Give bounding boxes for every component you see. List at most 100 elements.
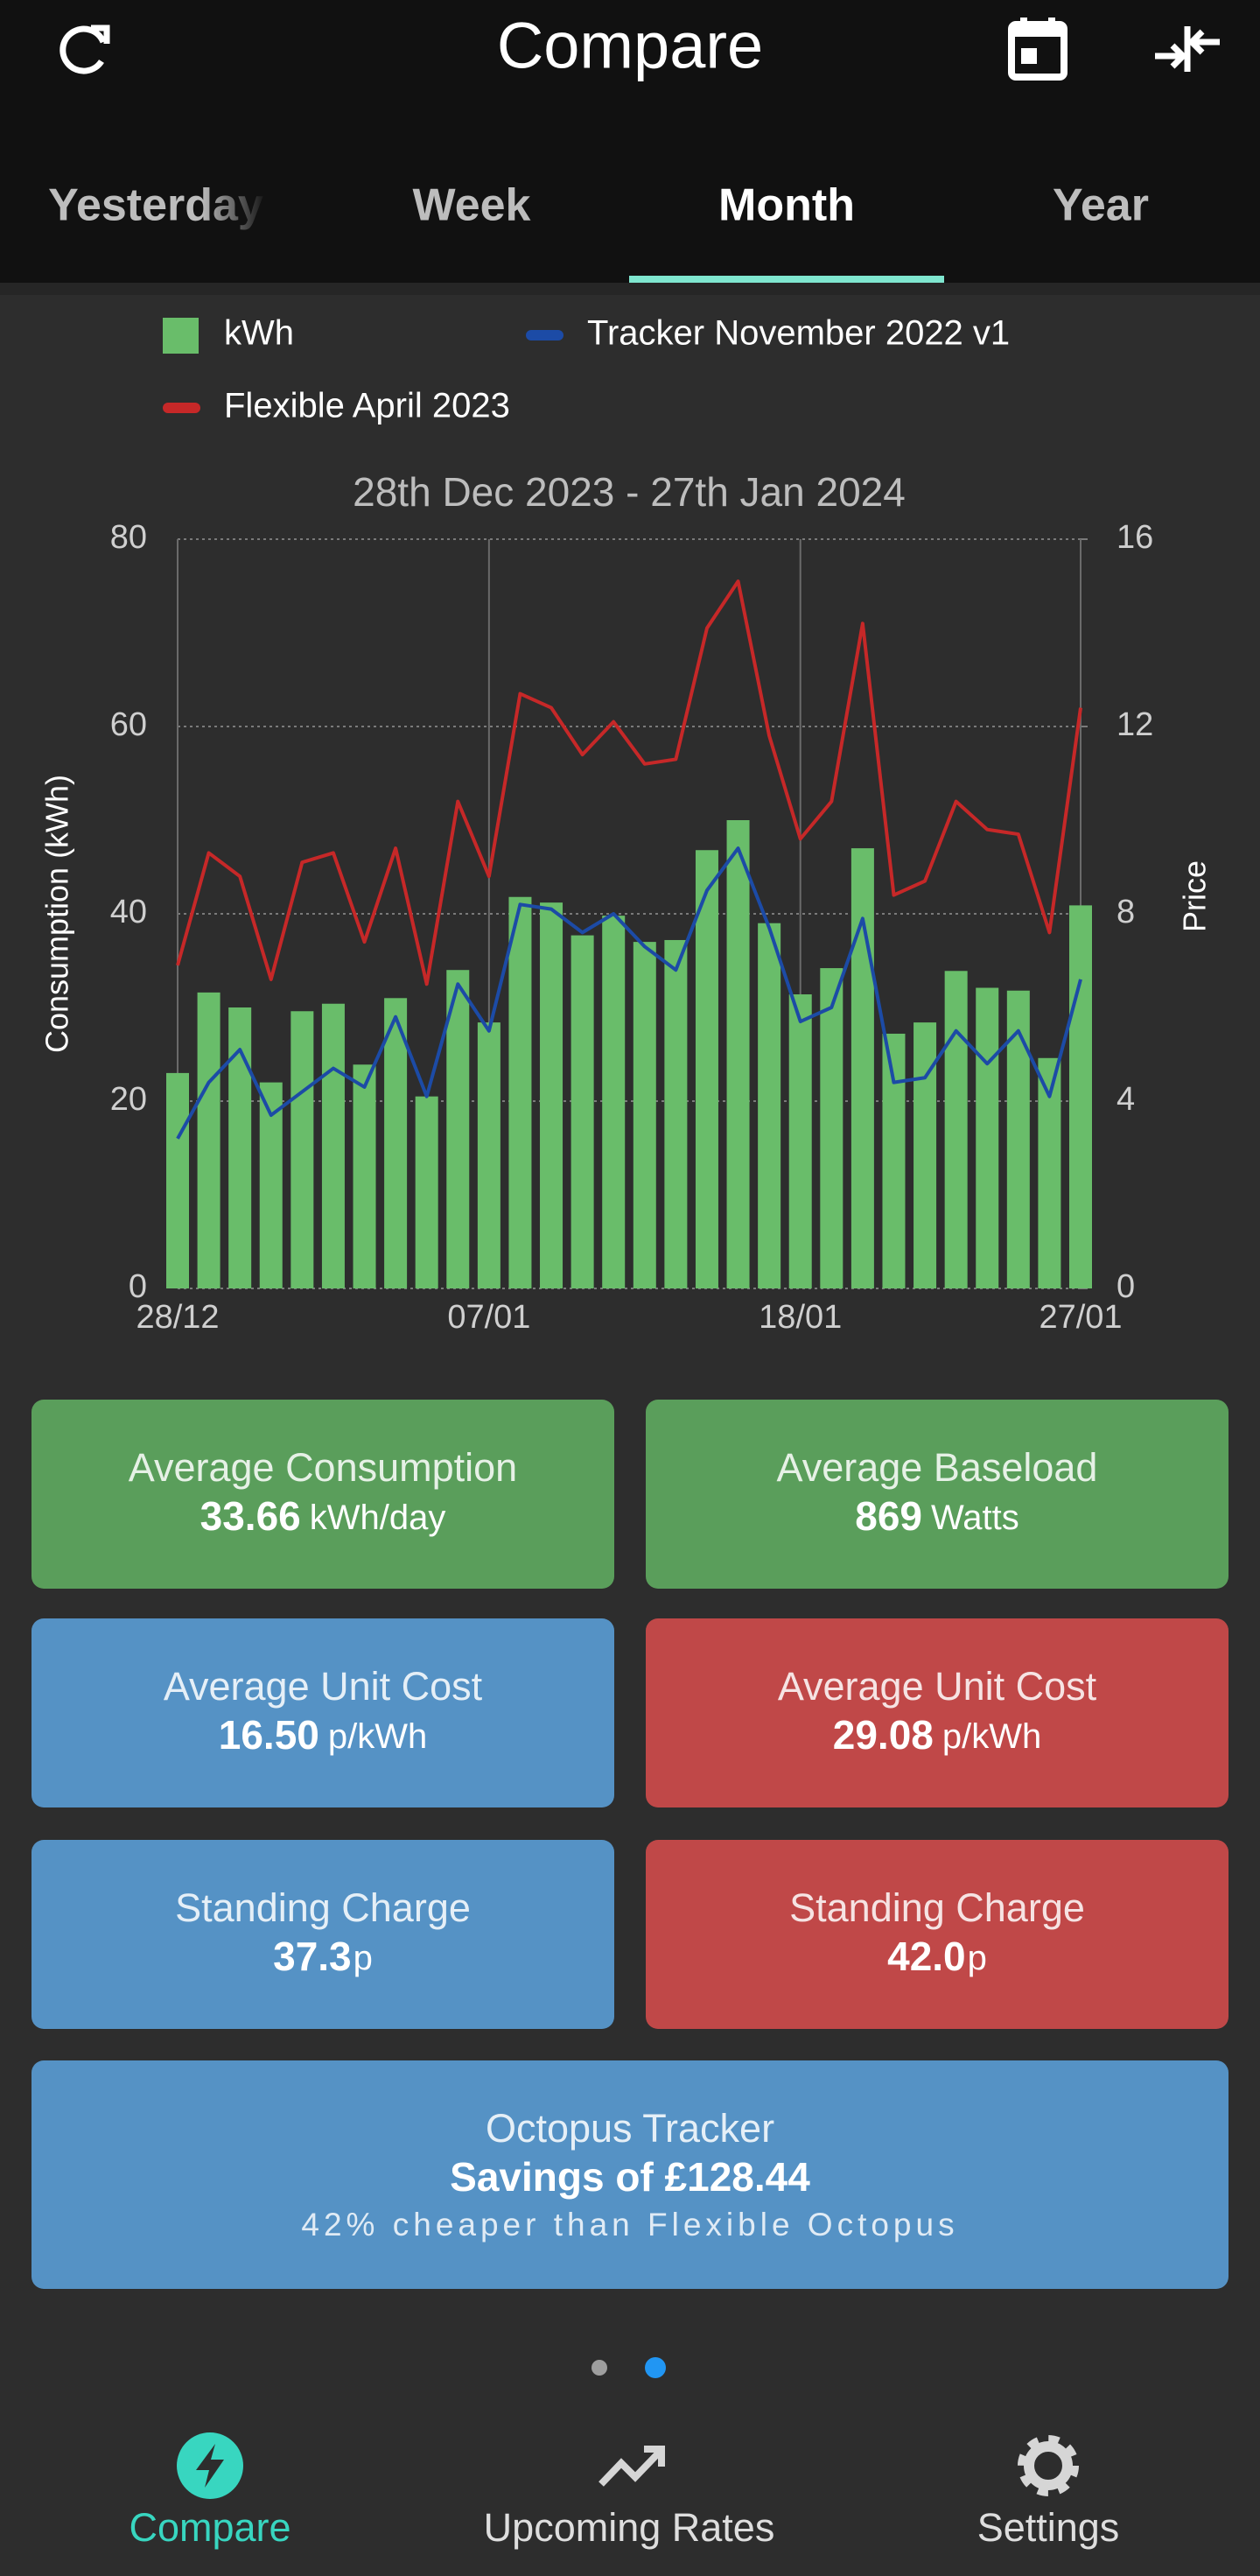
arrow-right-icon: [1155, 43, 1187, 69]
card-label: Average Baseload: [777, 1445, 1098, 1490]
tab[interactable]: Yesterday: [48, 180, 263, 231]
summary-note: 42% cheaper than Flexible Octopus: [301, 2207, 958, 2243]
pager-dot-active[interactable]: [645, 2357, 666, 2378]
bar: [384, 998, 408, 1288]
bar: [758, 923, 781, 1288]
tab[interactable]: Week: [413, 180, 531, 231]
y-axis-label: Consumption (kWh): [39, 775, 75, 1053]
stat-card: [646, 1618, 1228, 1807]
card-label: Standing Charge: [789, 1885, 1085, 1930]
card-value-line: 42.0p: [887, 1934, 987, 1979]
card-unit: p/kWh: [328, 1717, 427, 1756]
card-value-line: 37.3p: [273, 1934, 373, 1979]
refresh-arrow: [91, 25, 110, 44]
card-label: Average Consumption: [129, 1445, 517, 1490]
stat-card: [646, 1400, 1228, 1589]
x-tick-label: 28/12: [136, 1299, 219, 1336]
stat-card: [32, 1840, 614, 2029]
chart-subtitle: 28th Dec 2023 - 27th Jan 2024: [353, 469, 906, 515]
card-value: 869: [855, 1493, 922, 1539]
tab[interactable]: Month: [718, 180, 855, 231]
bar: [353, 1064, 376, 1288]
card-label: Average Unit Cost: [164, 1664, 483, 1709]
legend-label: kWh: [224, 314, 294, 353]
y2-tick-label: 8: [1116, 894, 1135, 930]
tab-indicator: [629, 276, 944, 283]
bar: [788, 994, 812, 1288]
x-tick-label: 07/01: [447, 1299, 530, 1336]
y2-tick-label: 4: [1116, 1081, 1135, 1118]
pager-dot[interactable]: [592, 2360, 607, 2376]
bar: [914, 1022, 937, 1288]
tab[interactable]: Year: [1053, 180, 1149, 231]
legend-swatch: [163, 403, 200, 413]
y2-axis-label: Price: [1177, 860, 1213, 932]
bar: [540, 902, 564, 1288]
y-tick-label: 40: [110, 894, 147, 930]
card-unit: p: [354, 1939, 373, 1977]
bar: [695, 850, 718, 1288]
y-tick-label: 0: [129, 1268, 147, 1305]
nav-label[interactable]: Compare: [129, 2505, 290, 2550]
legend-swatch: [163, 318, 199, 354]
bar: [197, 992, 220, 1288]
card-unit: Watts: [931, 1499, 1019, 1537]
bar: [1069, 905, 1092, 1288]
bar: [290, 1011, 314, 1288]
legend-label: Tracker November 2022 v1: [587, 314, 1010, 353]
gear-ring: [1024, 2441, 1073, 2490]
compare-button[interactable]: [1155, 26, 1220, 72]
card-value-line: 33.66 kWh/day: [200, 1493, 446, 1539]
calendar-ring: [1048, 18, 1055, 30]
arrow-left-icon: [1187, 29, 1220, 55]
bar: [415, 1096, 438, 1288]
legend-swatch: [526, 330, 564, 340]
bar: [602, 916, 626, 1288]
y2-tick-label: 16: [1116, 519, 1153, 556]
card-unit: p/kWh: [942, 1717, 1041, 1756]
card-unit: kWh/day: [310, 1499, 446, 1537]
calendar-button[interactable]: [1008, 18, 1068, 81]
y-tick-label: 20: [110, 1081, 147, 1118]
card-value-line: 29.08 p/kWh: [833, 1712, 1041, 1758]
line: [176, 579, 1082, 986]
bar: [726, 820, 750, 1288]
app-bar-shadow: [0, 283, 1260, 295]
y-tick-label: 80: [110, 519, 147, 556]
bar: [508, 896, 532, 1288]
bar: [882, 1033, 906, 1288]
bar: [633, 942, 656, 1288]
trend-nav-icon[interactable]: [598, 2450, 662, 2487]
bar: [664, 939, 688, 1288]
card-label: Average Unit Cost: [778, 1664, 1097, 1709]
card-label: Standing Charge: [175, 1885, 471, 1930]
stat-card: [646, 1840, 1228, 2029]
bar: [477, 1022, 500, 1288]
card-value: 29.08: [833, 1712, 934, 1758]
card-unit: p: [968, 1939, 987, 1977]
page-title: Compare: [497, 10, 763, 82]
bar: [321, 1003, 345, 1288]
bar: [1006, 990, 1030, 1288]
bar: [228, 1007, 252, 1288]
bar: [166, 1072, 189, 1288]
calendar-top: [1012, 25, 1064, 37]
bolt-icon: [196, 2444, 224, 2488]
nav-label[interactable]: Settings: [977, 2505, 1120, 2550]
nav-label[interactable]: Upcoming Rates: [484, 2505, 775, 2550]
bar: [850, 848, 874, 1288]
card-value: 37.3: [273, 1934, 352, 1979]
bar: [820, 968, 844, 1288]
stat-card: [32, 1400, 614, 1589]
calendar-day: [1021, 48, 1037, 64]
card-value: 16.50: [219, 1712, 319, 1758]
card-value-line: 869 Watts: [855, 1493, 1019, 1539]
refresh-button[interactable]: [60, 25, 110, 74]
card-value: 42.0: [887, 1934, 966, 1979]
bar: [570, 935, 594, 1288]
card-value: 33.66: [200, 1493, 301, 1539]
bar: [944, 971, 968, 1288]
y2-tick-label: 0: [1116, 1268, 1135, 1305]
